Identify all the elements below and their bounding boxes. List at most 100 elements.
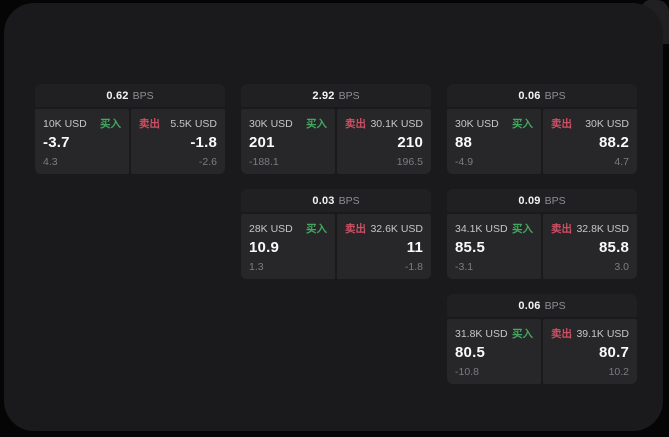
buy-change: -3.1 xyxy=(455,261,474,273)
quote-card-body: 30K USD 买入 201 -188.1 卖出 30.1K USD 210 1… xyxy=(241,109,431,174)
buy-size-label: 30K USD xyxy=(455,118,499,130)
bps-spread-value: 0.62 xyxy=(106,89,129,102)
sell-quote-tile[interactable]: 卖出 30K USD 88.2 4.7 xyxy=(543,109,637,174)
sell-side-tag: 卖出 xyxy=(139,118,160,130)
quote-card: 2.92 BPS 30K USD 买入 201 -188.1 卖出 30.1K … xyxy=(241,84,431,174)
buy-quote-tile[interactable]: 30K USD 买入 88 -4.9 xyxy=(447,109,541,174)
sell-tile-header: 卖出 30K USD xyxy=(551,116,629,131)
bps-unit-label: BPS xyxy=(132,89,154,102)
sell-tile-header: 卖出 39.1K USD xyxy=(551,326,629,341)
buy-quote-tile[interactable]: 30K USD 买入 201 -188.1 xyxy=(241,109,335,174)
buy-side-tag: 买入 xyxy=(512,328,533,340)
buy-price: 80.5 xyxy=(455,344,485,361)
sell-side-tag: 卖出 xyxy=(551,328,572,340)
sell-change: 196.5 xyxy=(396,156,423,168)
buy-price: 88 xyxy=(455,134,473,151)
quote-card-body: 10K USD 买入 -3.7 4.3 卖出 5.5K USD -1.8 -2.… xyxy=(35,109,225,174)
buy-side-tag: 买入 xyxy=(306,223,327,235)
sell-tile-header: 卖出 32.8K USD xyxy=(551,221,629,236)
buy-quote-tile[interactable]: 31.8K USD 买入 80.5 -10.8 xyxy=(447,319,541,384)
buy-size-label: 31.8K USD xyxy=(455,328,508,340)
sell-side-tag: 卖出 xyxy=(345,223,366,235)
quote-card: 0.09 BPS 34.1K USD 买入 85.5 -3.1 卖出 32.8K… xyxy=(447,189,637,279)
sell-change: 4.7 xyxy=(614,156,629,168)
bps-unit-label: BPS xyxy=(544,194,566,207)
sell-change: 10.2 xyxy=(608,366,629,378)
quote-card-header: 0.06 BPS xyxy=(447,84,637,107)
buy-side-tag: 买入 xyxy=(100,118,121,130)
quote-card-body: 30K USD 买入 88 -4.9 卖出 30K USD 88.2 4.7 xyxy=(447,109,637,174)
quote-card-header: 0.62 BPS xyxy=(35,84,225,107)
buy-tile-header: 10K USD 买入 xyxy=(43,116,121,131)
sell-size-label: 5.5K USD xyxy=(170,118,217,130)
buy-price: -3.7 xyxy=(43,134,70,151)
buy-change: 1.3 xyxy=(249,261,264,273)
buy-price: 10.9 xyxy=(249,239,279,256)
quote-card: 0.03 BPS 28K USD 买入 10.9 1.3 卖出 32.6K US… xyxy=(241,189,431,279)
sell-quote-tile[interactable]: 卖出 32.6K USD 11 -1.8 xyxy=(337,214,431,279)
quote-card-header: 2.92 BPS xyxy=(241,84,431,107)
buy-side-tag: 买入 xyxy=(512,223,533,235)
buy-price: 85.5 xyxy=(455,239,485,256)
sell-price: 88.2 xyxy=(599,134,629,151)
quote-card-header: 0.03 BPS xyxy=(241,189,431,212)
buy-size-label: 30K USD xyxy=(249,118,293,130)
quote-card-body: 31.8K USD 买入 80.5 -10.8 卖出 39.1K USD 80.… xyxy=(447,319,637,384)
quote-card: 0.62 BPS 10K USD 买入 -3.7 4.3 卖出 5.5K USD… xyxy=(35,84,225,174)
quote-card-body: 28K USD 买入 10.9 1.3 卖出 32.6K USD 11 -1.8 xyxy=(241,214,431,279)
sell-side-tag: 卖出 xyxy=(345,118,366,130)
buy-side-tag: 买入 xyxy=(512,118,533,130)
bps-unit-label: BPS xyxy=(544,89,566,102)
sell-quote-tile[interactable]: 卖出 39.1K USD 80.7 10.2 xyxy=(543,319,637,384)
sell-quote-tile[interactable]: 卖出 30.1K USD 210 196.5 xyxy=(337,109,431,174)
sell-size-label: 30K USD xyxy=(585,118,629,130)
bps-unit-label: BPS xyxy=(544,299,566,312)
buy-price: 201 xyxy=(249,134,275,151)
sell-price: 80.7 xyxy=(599,344,629,361)
quote-card-header: 0.09 BPS xyxy=(447,189,637,212)
sell-size-label: 32.6K USD xyxy=(370,223,423,235)
sell-price: -1.8 xyxy=(190,134,217,151)
sell-side-tag: 卖出 xyxy=(551,223,572,235)
buy-tile-header: 34.1K USD 买入 xyxy=(455,221,533,236)
sell-price: 85.8 xyxy=(599,239,629,256)
buy-tile-header: 31.8K USD 买入 xyxy=(455,326,533,341)
bps-spread-value: 0.06 xyxy=(518,89,541,102)
buy-size-label: 10K USD xyxy=(43,118,87,130)
sell-price: 11 xyxy=(406,239,423,256)
buy-side-tag: 买入 xyxy=(306,118,327,130)
buy-quote-tile[interactable]: 10K USD 买入 -3.7 4.3 xyxy=(35,109,129,174)
sell-size-label: 39.1K USD xyxy=(576,328,629,340)
sell-tile-header: 卖出 32.6K USD xyxy=(345,221,423,236)
sell-quote-tile[interactable]: 卖出 5.5K USD -1.8 -2.6 xyxy=(131,109,225,174)
quotes-panel: 0.62 BPS 10K USD 买入 -3.7 4.3 卖出 5.5K USD… xyxy=(4,3,663,431)
buy-tile-header: 28K USD 买入 xyxy=(249,221,327,236)
sell-size-label: 30.1K USD xyxy=(370,118,423,130)
sell-change: -2.6 xyxy=(198,156,217,168)
buy-quote-tile[interactable]: 34.1K USD 买入 85.5 -3.1 xyxy=(447,214,541,279)
bps-unit-label: BPS xyxy=(338,194,360,207)
buy-size-label: 34.1K USD xyxy=(455,223,508,235)
buy-tile-header: 30K USD 买入 xyxy=(249,116,327,131)
bps-unit-label: BPS xyxy=(338,89,360,102)
sell-tile-header: 卖出 5.5K USD xyxy=(139,116,217,131)
quote-card-header: 0.06 BPS xyxy=(447,294,637,317)
quote-card-body: 34.1K USD 买入 85.5 -3.1 卖出 32.8K USD 85.8… xyxy=(447,214,637,279)
sell-tile-header: 卖出 30.1K USD xyxy=(345,116,423,131)
buy-change: -4.9 xyxy=(455,156,474,168)
bps-spread-value: 2.92 xyxy=(312,89,335,102)
quote-card: 0.06 BPS 31.8K USD 买入 80.5 -10.8 卖出 39.1… xyxy=(447,294,637,384)
quote-grid: 0.62 BPS 10K USD 买入 -3.7 4.3 卖出 5.5K USD… xyxy=(4,3,663,384)
sell-change: 3.0 xyxy=(614,261,629,273)
buy-change: -188.1 xyxy=(249,156,279,168)
bps-spread-value: 0.06 xyxy=(518,299,541,312)
buy-change: -10.8 xyxy=(455,366,479,378)
sell-side-tag: 卖出 xyxy=(551,118,572,130)
sell-size-label: 32.8K USD xyxy=(576,223,629,235)
buy-change: 4.3 xyxy=(43,156,58,168)
buy-size-label: 28K USD xyxy=(249,223,293,235)
sell-price: 210 xyxy=(397,134,423,151)
sell-quote-tile[interactable]: 卖出 32.8K USD 85.8 3.0 xyxy=(543,214,637,279)
buy-quote-tile[interactable]: 28K USD 买入 10.9 1.3 xyxy=(241,214,335,279)
